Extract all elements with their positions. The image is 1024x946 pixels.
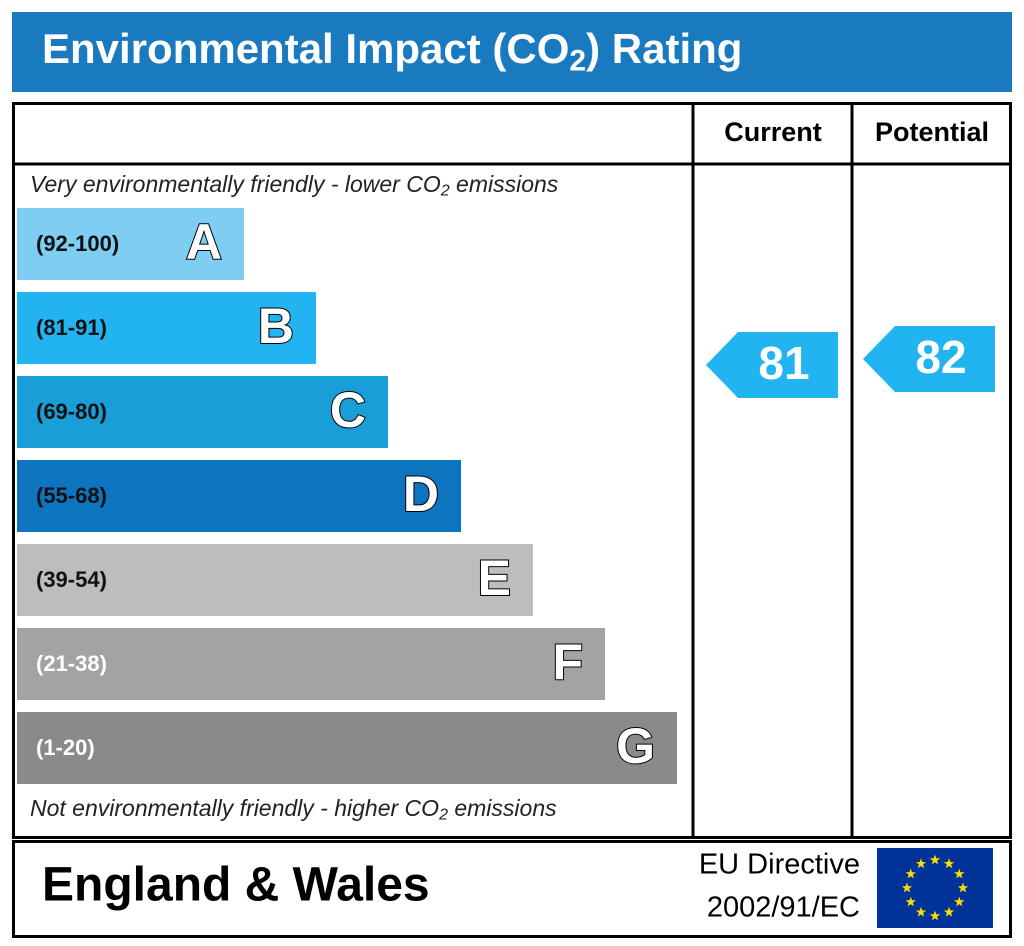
band-letter: C [330,382,366,438]
eu-stars [901,854,969,921]
eu-star [905,868,916,879]
band-letter: B [258,298,294,354]
band-range: (92-100) [36,231,119,256]
eu-star [905,896,916,907]
footer-frame [12,840,1012,938]
eu-star [957,882,969,893]
eu-star [943,906,955,917]
band-letter: A [186,214,222,270]
band-bar [17,460,461,532]
band-range: (81-91) [36,315,107,340]
band-bar [17,712,677,784]
band-range: (39-54) [36,567,107,592]
band-range: (21-38) [36,651,107,676]
subscript: 2 [569,44,586,77]
eu-star [901,882,913,893]
text-part: emissions [450,171,559,197]
band-bar [17,208,244,280]
text-part: ) Rating [586,25,742,72]
eu-star [929,854,941,865]
rating-value: 82 [915,331,966,383]
eu-star [929,910,941,921]
band-range: (69-80) [36,399,107,424]
title-bar [12,12,1012,92]
rating-arrow [863,326,995,392]
directive: 2002/91/EC [707,892,860,924]
label: Very environmentally friendly - lower CO… [30,171,559,200]
band-letter: G [616,718,655,774]
text-part: Not environmentally friendly - higher CO [30,795,439,821]
main-frame [12,102,1012,839]
rating-arrow [706,332,838,398]
column-header: Current [724,117,822,147]
band-bar [17,628,605,700]
band-range: (1-20) [36,735,95,760]
band-letter: F [552,634,583,690]
eu-star [915,906,927,917]
band-letter: D [403,466,439,522]
rating-value: 81 [758,337,809,389]
band-bar [17,544,533,616]
band-letter: E [478,550,511,606]
eu-star [915,858,927,869]
eu-star [954,868,965,879]
label: Not environmentally friendly - higher CO… [30,795,557,824]
eu-star [954,896,965,907]
label: Environmental Impact (CO2) Rating [42,25,742,77]
region: England & Wales [42,859,430,912]
column-header: Potential [875,117,989,147]
subscript: 2 [440,183,450,200]
text-part: emissions [448,795,557,821]
band-range: (55-68) [36,483,107,508]
band-bar [17,376,388,448]
band-bar [17,292,316,364]
directive: EU Directive [699,849,860,881]
text-part: Very environmentally friendly - lower CO [30,171,441,197]
subscript: 2 [438,807,448,824]
eu-star [943,858,955,869]
text-part: Environmental Impact (CO [42,25,569,72]
